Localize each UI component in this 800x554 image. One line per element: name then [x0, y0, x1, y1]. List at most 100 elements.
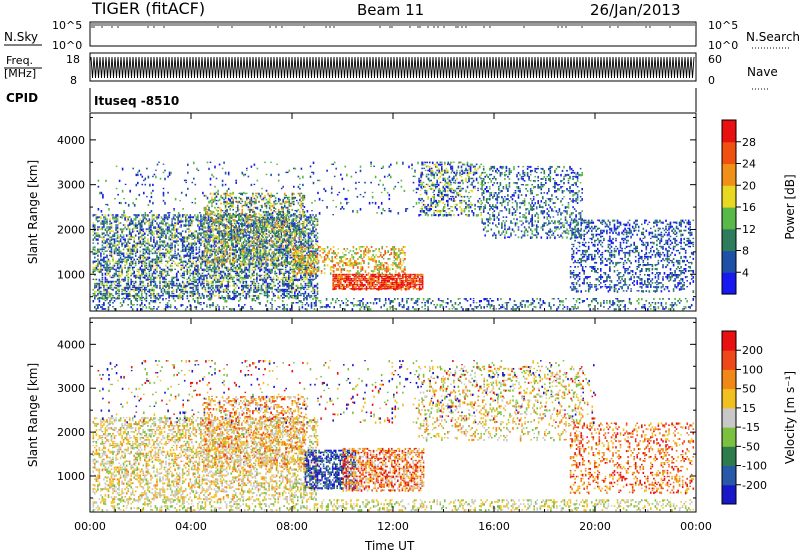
data-cell [225, 274, 228, 278]
data-cell [174, 254, 176, 256]
data-cell [180, 268, 182, 271]
data-cell [116, 236, 119, 240]
data-cell [154, 258, 157, 261]
data-cell [128, 268, 131, 272]
data-cell [109, 250, 111, 253]
data-cell [153, 288, 155, 292]
data-cell [246, 229, 248, 231]
data-cell [172, 256, 175, 258]
data-cell [280, 252, 282, 254]
data-cell [134, 260, 137, 263]
data-cell [241, 270, 243, 273]
data-cell [225, 238, 228, 240]
data-cell [353, 275, 356, 278]
data-cell [133, 284, 135, 287]
data-cell [218, 218, 221, 222]
data-cell [163, 290, 166, 293]
data-cell [159, 270, 161, 273]
data-cell [189, 220, 192, 222]
data-cell [145, 218, 148, 221]
data-cell [94, 236, 96, 239]
data-cell [162, 240, 164, 244]
data-cell [263, 230, 266, 232]
data-cell [165, 236, 167, 240]
data-cell [374, 285, 377, 288]
nsky-strip-ticks [91, 23, 695, 28]
data-cell [213, 272, 216, 275]
data-cell [184, 224, 187, 227]
data-cell [181, 216, 184, 218]
data-cell [156, 240, 158, 243]
data-cell [127, 238, 129, 240]
data-cell [285, 223, 287, 226]
data-cell [215, 276, 217, 279]
data-cell [226, 194, 228, 197]
data-cell [291, 286, 293, 290]
data-cell [283, 238, 285, 241]
data-cell [125, 258, 128, 262]
data-cell [224, 227, 227, 230]
data-cell [265, 286, 267, 289]
data-cell [335, 285, 337, 288]
data-cell [194, 234, 196, 237]
data-cell [309, 284, 311, 288]
data-cell [249, 263, 251, 266]
data-cell [273, 263, 275, 266]
data-cell [277, 263, 280, 266]
data-cell [142, 214, 145, 216]
data-cell [206, 256, 208, 258]
data-cell [203, 218, 206, 222]
data-cell [112, 274, 114, 277]
data-cell [103, 266, 105, 269]
data-cell [278, 240, 281, 242]
data-cell [207, 238, 210, 241]
data-cell [262, 253, 265, 256]
data-cell [300, 214, 303, 217]
data-cell [241, 212, 244, 216]
data-cell [204, 214, 207, 217]
data-cell [116, 240, 119, 242]
data-cell [267, 241, 269, 243]
data-cell [316, 286, 319, 290]
data-cell [296, 229, 298, 231]
data-cell [284, 278, 287, 282]
data-cell [288, 278, 290, 281]
data-cell [274, 270, 276, 273]
data-cell [142, 238, 145, 240]
data-cell [134, 244, 137, 247]
data-cell [280, 246, 282, 249]
data-cell [165, 274, 167, 277]
data-cell [234, 234, 237, 236]
data-cell [316, 236, 319, 239]
data-cell [268, 230, 270, 234]
data-cell [353, 279, 356, 282]
data-cell [208, 227, 210, 229]
data-cell [247, 224, 249, 227]
data-cell [183, 270, 185, 273]
data-cell [284, 268, 287, 271]
data-cell [130, 248, 132, 251]
data-cell [162, 286, 164, 289]
data-cell [278, 248, 281, 251]
data-cell [266, 242, 269, 245]
data-cell [214, 263, 216, 265]
data-cell [178, 216, 181, 218]
data-cell [309, 244, 311, 247]
data-cell [116, 284, 119, 287]
data-cell [133, 248, 135, 251]
data-cell [103, 252, 105, 256]
data-cell [206, 263, 209, 266]
data-cell [238, 214, 241, 218]
data-cell [293, 212, 295, 216]
data-cell [181, 274, 184, 277]
data-cell [226, 251, 228, 254]
data-cell [358, 277, 360, 280]
data-cell [309, 294, 311, 297]
data-cell [277, 208, 280, 212]
data-cell [220, 261, 222, 263]
data-cell [118, 280, 120, 284]
data-cell [276, 235, 278, 238]
data-cell [240, 212, 242, 215]
data-cell [159, 252, 161, 255]
